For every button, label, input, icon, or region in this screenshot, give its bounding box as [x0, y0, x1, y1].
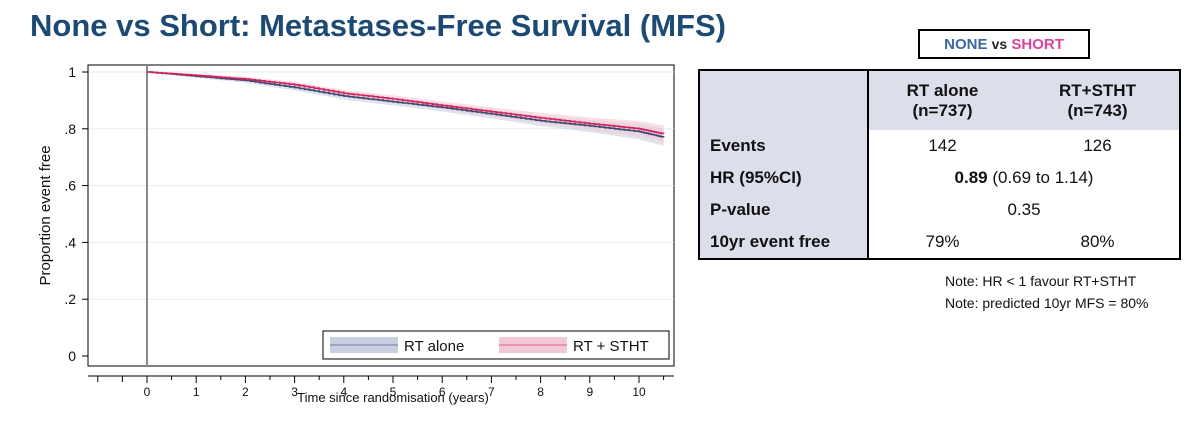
badge-vs: vs — [991, 36, 1008, 52]
x-tick-label: 4 — [340, 385, 347, 399]
x-tick-label: 6 — [439, 385, 446, 399]
row-label-events: Events — [699, 130, 869, 162]
chart-title: None vs Short: Metastases-Free Survival … — [30, 8, 726, 43]
x-tick-label: 3 — [291, 385, 298, 399]
note-predicted: Note: predicted 10yr MFS = 80% — [945, 295, 1149, 311]
x-tick-label: 9 — [586, 385, 593, 399]
10yr-rt-alone: 79% — [925, 232, 960, 251]
x-tick-label: 7 — [488, 385, 495, 399]
table-row-10yr: 10yr event free 79% 80% — [699, 226, 1180, 259]
hr-ci: (0.69 to 1.14) — [987, 168, 1094, 187]
x-tick-label: 1 — [193, 385, 200, 399]
row-label-hr: HR (95%CI) — [699, 162, 869, 194]
x-axis-label: Time since randomisation (years) — [297, 390, 489, 405]
header-rt-stht-n: (n=743) — [1067, 100, 1128, 120]
legend-label-rt-alone: RT alone — [404, 338, 464, 355]
x-tick-label: 0 — [144, 385, 151, 399]
header-rt-alone-name: RT alone — [906, 80, 979, 100]
header-rt-stht: RT+STHT (n=743) — [1016, 70, 1180, 130]
pvalue: 0.35 — [1007, 200, 1041, 219]
x-tick-label: 8 — [537, 385, 544, 399]
y-tick-label: .4 — [64, 234, 76, 250]
10yr-rt-stht: 80% — [1080, 232, 1115, 251]
note-hr: Note: HR < 1 favour RT+STHT — [945, 273, 1137, 289]
results-table: RT alone (n=737) RT+STHT (n=743) Events … — [698, 69, 1181, 260]
x-tick-label: 5 — [390, 385, 397, 399]
table-row-hr: HR (95%CI) 0.89 (0.69 to 1.14) — [699, 162, 1180, 194]
y-tick-label: .2 — [64, 291, 76, 307]
header-rt-alone: RT alone (n=737) — [868, 70, 1016, 130]
series-line-rt-alone — [147, 71, 665, 138]
plot-area — [87, 64, 675, 367]
legend-label-rt-stht: RT + STHT — [573, 338, 649, 355]
series-line-rt-stht — [147, 71, 665, 135]
table-row-pvalue: P-value 0.35 — [699, 194, 1180, 226]
header-rt-stht-name: RT+STHT — [1059, 80, 1136, 100]
header-blank-cell — [699, 70, 869, 130]
y-axis-label: Proportion event free — [37, 145, 54, 285]
y-tick-label: .8 — [64, 121, 76, 137]
header-rt-alone-n: (n=737) — [912, 100, 973, 120]
hr-value: 0.89 (0.69 to 1.14) — [868, 162, 1180, 194]
events-rt-stht: 126 — [1083, 136, 1112, 155]
comparison-badge: NONE vs SHORT — [918, 29, 1090, 59]
y-tick-label: 1 — [68, 64, 76, 80]
badge-none: NONE — [944, 36, 988, 53]
row-label-10yr: 10yr event free — [699, 226, 869, 259]
x-tick-label: 2 — [242, 385, 249, 399]
row-label-pvalue: P-value — [699, 194, 869, 226]
events-rt-alone: 142 — [928, 136, 957, 155]
table-row-events: Events 142 126 — [699, 130, 1180, 162]
y-tick-label: .6 — [64, 178, 76, 194]
badge-short: SHORT — [1011, 36, 1064, 53]
hr-estimate: 0.89 — [954, 168, 988, 187]
x-tick-label: 10 — [632, 385, 646, 399]
y-tick-label: 0 — [68, 348, 76, 364]
